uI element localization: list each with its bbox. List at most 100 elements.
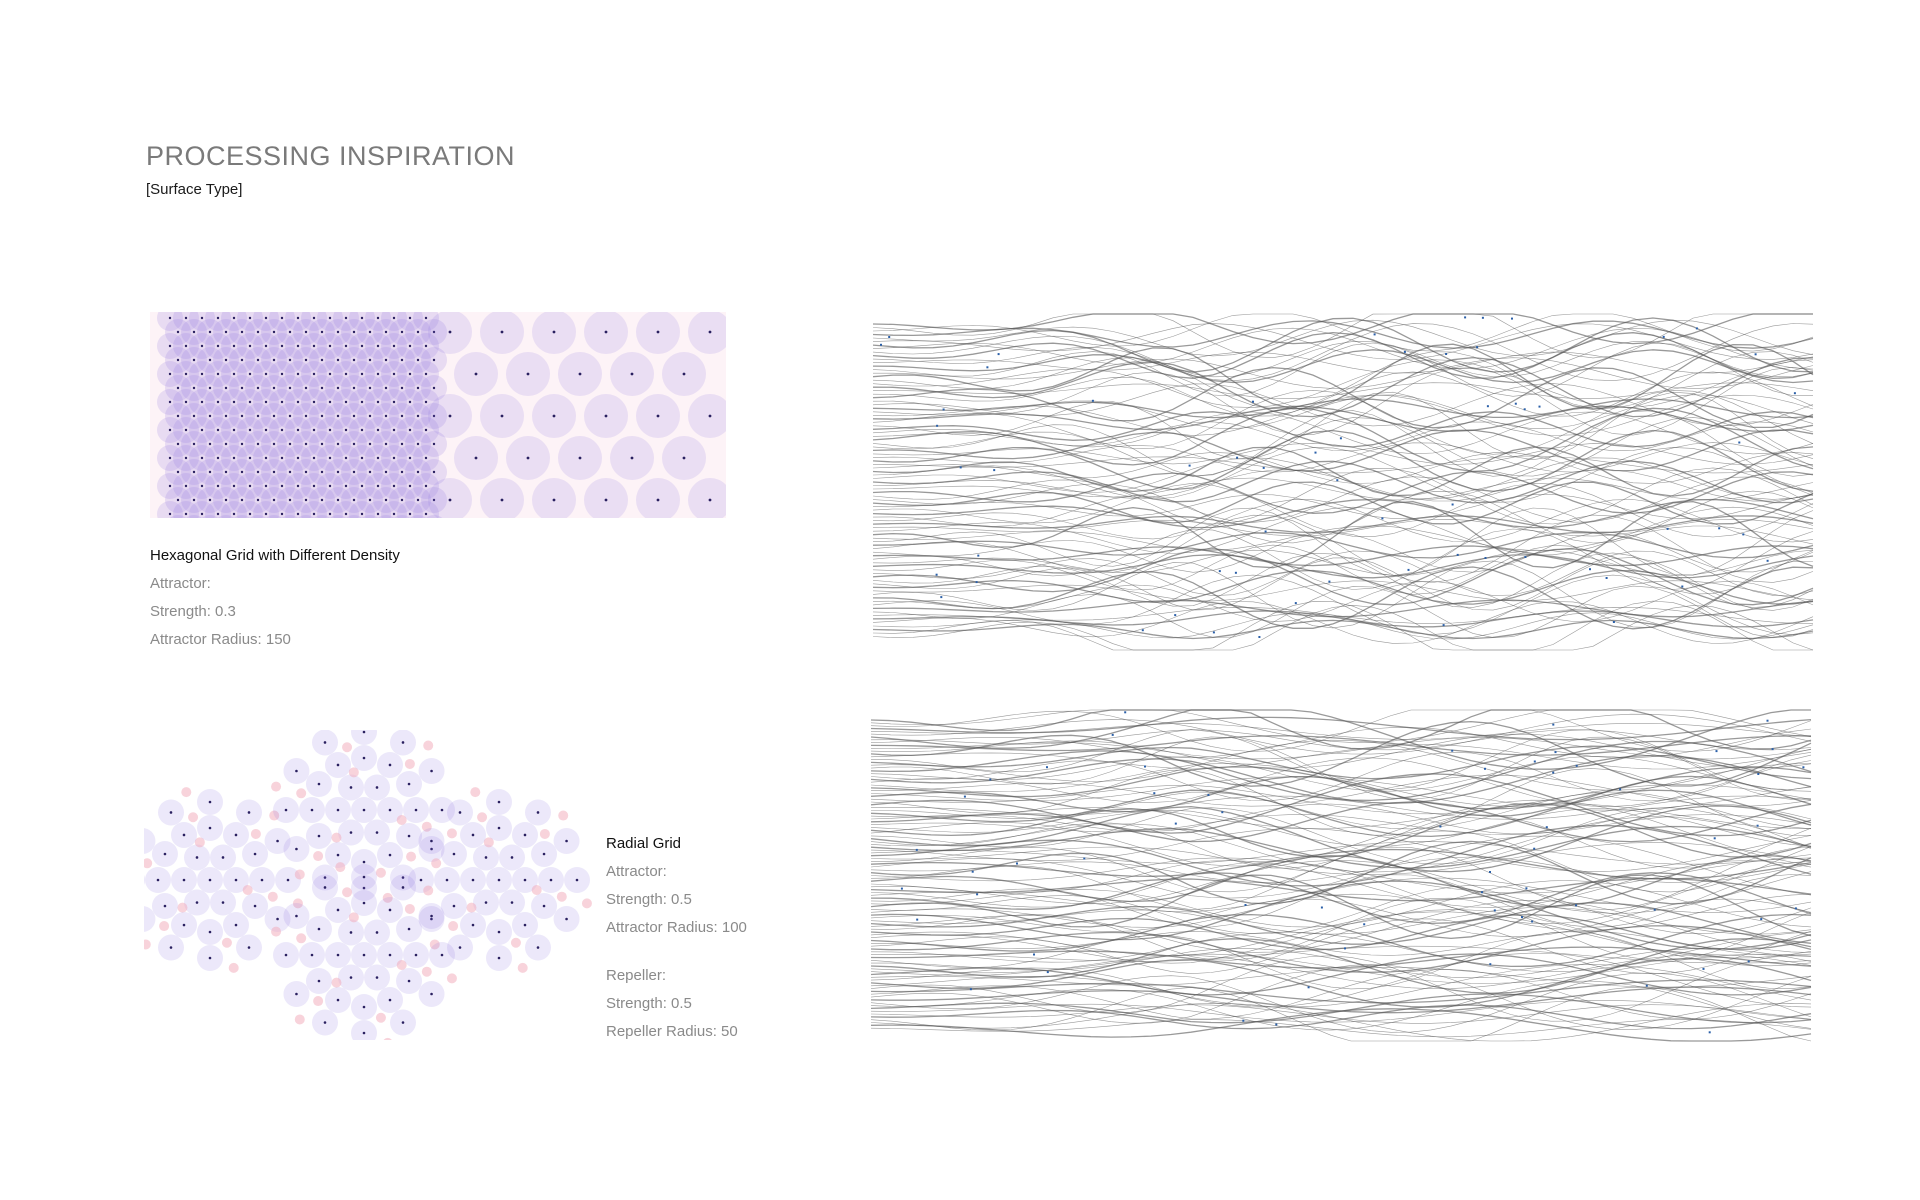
hex-background xyxy=(150,312,726,518)
repeller-circle xyxy=(188,812,199,823)
hex-dot xyxy=(296,512,300,516)
hex-dot xyxy=(392,400,396,404)
field-point xyxy=(880,343,882,346)
hex-dot xyxy=(368,498,372,502)
radial-dot xyxy=(452,852,456,856)
hex-circle xyxy=(205,312,231,331)
repeller-circle xyxy=(296,933,307,944)
radial-dot xyxy=(430,847,433,851)
hex-dot xyxy=(296,428,300,432)
hex-dot xyxy=(296,316,300,320)
hex-dot xyxy=(232,344,236,348)
streamline xyxy=(871,918,1812,975)
hex-circle xyxy=(217,515,235,518)
flow-field-top-graphic xyxy=(873,313,1814,651)
repeller-circle xyxy=(242,885,253,896)
hex-dot xyxy=(168,456,172,460)
hex-circle xyxy=(377,515,395,518)
hex-dot xyxy=(328,456,332,460)
streamline xyxy=(873,313,1813,359)
repeller-circle xyxy=(396,960,407,971)
streamline xyxy=(871,848,1812,880)
field-point-group xyxy=(880,316,1796,638)
radial-caption-attractor: Attractor: xyxy=(606,863,667,880)
flow-field-bottom-graphic xyxy=(871,709,1812,1042)
radial-dot xyxy=(276,917,279,921)
hex-caption-title: Hexagonal Grid with Different Density xyxy=(150,547,400,564)
streamline xyxy=(871,740,1812,802)
field-point xyxy=(959,466,962,469)
field-point xyxy=(1212,631,1215,634)
streamline xyxy=(873,528,1814,590)
hex-dot xyxy=(256,498,260,502)
streamline xyxy=(871,795,1812,820)
hex-dot xyxy=(200,316,204,320)
field-point xyxy=(1523,408,1526,411)
repeller-circle xyxy=(375,1012,386,1023)
streamline xyxy=(873,341,1814,378)
repeller-circle xyxy=(296,788,307,799)
field-point xyxy=(1344,947,1346,950)
hex-dot xyxy=(352,470,356,474)
hex-dot xyxy=(256,358,260,362)
hex-dot xyxy=(184,400,188,404)
hex-dot xyxy=(248,512,252,516)
streamline xyxy=(873,359,1814,408)
hex-circle xyxy=(169,515,187,518)
hex-dot xyxy=(400,470,404,474)
radial-dot xyxy=(471,878,475,882)
repeller-circle xyxy=(177,902,188,913)
radial-dot xyxy=(401,876,405,879)
hex-dot xyxy=(578,372,582,376)
repeller-circle xyxy=(477,812,488,823)
streamline xyxy=(871,860,1812,925)
hex-dot xyxy=(376,344,380,348)
repeller-circle xyxy=(335,862,346,873)
hex-dot xyxy=(392,456,396,460)
streamline xyxy=(873,506,1814,556)
repeller-circle xyxy=(221,937,232,948)
field-point xyxy=(1111,733,1114,736)
streamline xyxy=(873,317,1814,373)
hex-dot xyxy=(192,470,196,474)
radial-dot xyxy=(471,833,475,837)
hex-dot xyxy=(432,358,436,362)
hex-dot xyxy=(500,498,504,502)
streamline xyxy=(871,757,1812,807)
radial-dot xyxy=(295,992,298,996)
hex-dot xyxy=(400,358,404,362)
repeller-circle xyxy=(429,939,440,950)
hex-circle xyxy=(237,501,263,518)
radial-dot xyxy=(362,860,366,864)
hex-dot xyxy=(264,400,268,404)
radial-dot xyxy=(208,800,212,804)
streamline xyxy=(871,784,1812,815)
hex-dot xyxy=(296,456,300,460)
streamline xyxy=(873,455,1814,474)
radial-dot xyxy=(323,876,327,879)
streamline xyxy=(873,604,1814,651)
hex-circle xyxy=(189,312,215,331)
hex-caption-radius: Attractor Radius: 150 xyxy=(150,631,291,648)
hex-dot xyxy=(240,442,244,446)
field-point xyxy=(1662,335,1665,338)
hex-dot xyxy=(216,456,220,460)
hex-circle xyxy=(365,501,391,518)
streamline xyxy=(873,342,1813,397)
streamline xyxy=(871,931,1812,972)
streamline xyxy=(871,986,1812,1042)
field-point xyxy=(1605,577,1608,579)
hex-dot xyxy=(200,484,204,488)
field-point xyxy=(1403,350,1406,353)
streamline xyxy=(871,948,1812,979)
hex-dot xyxy=(184,512,188,516)
streamline xyxy=(873,331,1814,380)
streamline xyxy=(873,320,1814,349)
field-point xyxy=(1328,580,1331,583)
hex-dot xyxy=(432,498,436,502)
hex-dot xyxy=(424,512,428,516)
streamline xyxy=(871,860,1812,914)
radial-circle xyxy=(144,828,156,854)
field-point xyxy=(1771,748,1774,751)
hex-circle xyxy=(636,478,680,518)
